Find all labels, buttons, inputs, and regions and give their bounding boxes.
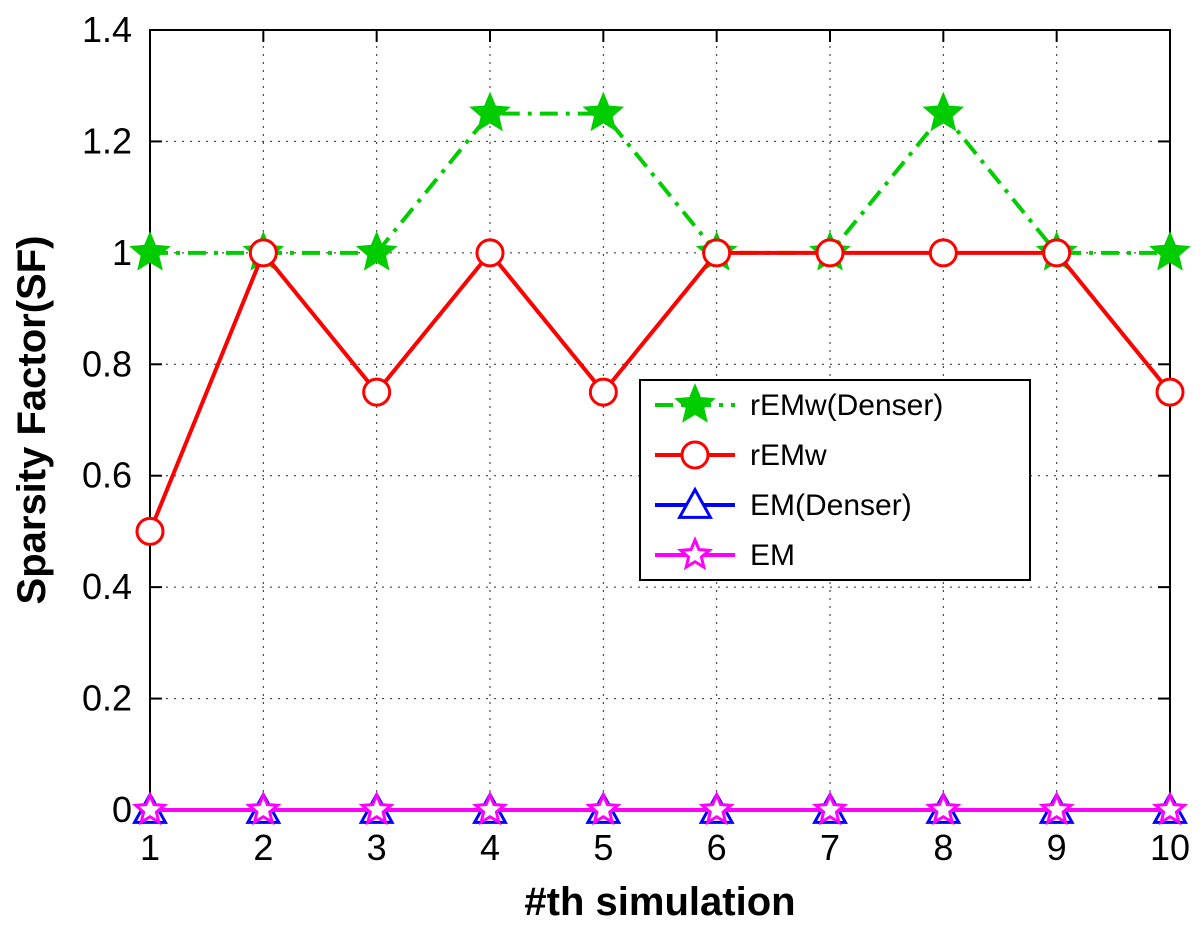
x-tick-label: 9: [1047, 827, 1067, 868]
y-tick-label: 0.2: [82, 678, 132, 719]
x-tick-label: 2: [253, 827, 273, 868]
y-tick-label: 1: [112, 232, 132, 273]
y-tick-label: 0.4: [82, 566, 132, 607]
legend-item-label: rEMw: [750, 439, 827, 472]
legend-item-label: EM(Denser): [750, 489, 912, 522]
x-tick-label: 7: [820, 827, 840, 868]
y-tick-label: 1.4: [82, 9, 132, 50]
y-tick-label: 0.8: [82, 343, 132, 384]
x-tick-label: 5: [593, 827, 613, 868]
x-tick-label: 3: [367, 827, 387, 868]
x-tick-label: 10: [1150, 827, 1190, 868]
x-tick-label: 1: [140, 827, 160, 868]
y-axis-label: Sparsity Factor(SF): [10, 236, 54, 605]
legend: rEMw(Denser) rEMw EM(Denser) EM: [640, 380, 1030, 580]
x-tick-label: 8: [933, 827, 953, 868]
legend-item-label: EM: [750, 539, 795, 572]
y-tick-label: 1.2: [82, 120, 132, 161]
legend-item-label: rEMw(Denser): [750, 389, 943, 422]
x-axis-label: #th simulation: [524, 880, 795, 924]
sparsity-chart: 1 2 3 4 5 6 7 8 9 10 0 0.2 0.4 0.6 0.8 1 1.2 1.4 #th simul…: [0, 0, 1200, 939]
chart-container: 1 2 3 4 5 6 7 8 9 10 0 0.2 0.4 0.6 0.8 1 1.2 1.4 #th simul…: [0, 0, 1200, 939]
y-tick-label: 0: [112, 789, 132, 830]
x-tick-label: 6: [707, 827, 727, 868]
x-tick-label: 4: [480, 827, 500, 868]
y-tick-label: 0.6: [82, 455, 132, 496]
